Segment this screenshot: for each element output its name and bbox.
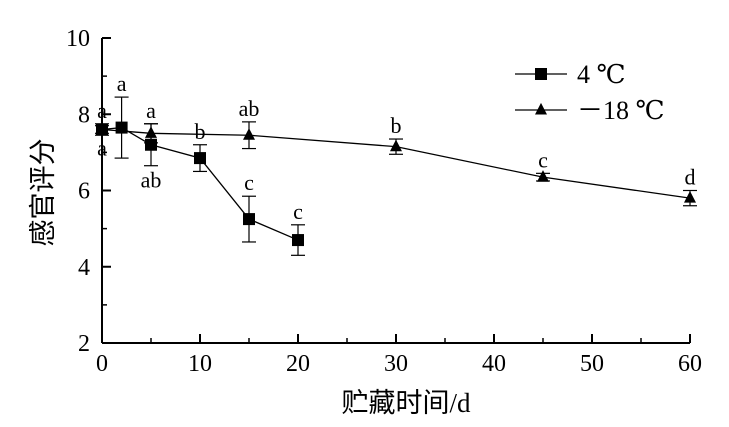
significance-label: ab [239,96,260,121]
x-tick-label: 10 [188,351,212,377]
significance-label: a [146,98,156,123]
data-point [684,191,696,203]
significance-label: d [685,165,696,190]
legend-marker [535,102,547,115]
significance-label: ab [141,168,162,193]
x-tick-label: 50 [580,351,604,377]
y-tick-label: 4 [78,255,90,281]
data-point [243,128,255,140]
data-point [292,234,304,247]
legend: 4 ℃ －18 ℃ [515,60,665,125]
legend-label: －18 ℃ [577,96,665,125]
x-tick-label: 30 [384,351,408,377]
significance-label: a [97,98,107,123]
legend-marker [535,68,547,80]
significance-label: c [293,199,303,224]
data-point [145,126,157,138]
x-tick-label: 40 [482,351,506,377]
significance-label: b [391,113,402,138]
data-point [243,213,255,226]
significance-label: b [195,119,206,144]
axes: 0 10 20 30 40 50 60 2 4 6 8 10 [66,26,702,377]
y-tick-label: 10 [66,26,90,52]
y-tick-label: 2 [78,331,90,357]
significance-label: a [117,71,127,96]
significance-label: a [97,135,107,160]
y-axis-label: 感官评分 [28,139,58,247]
significance-label: c [538,147,548,172]
data-point [537,170,549,182]
x-tick-label: 20 [286,351,310,377]
data-point [145,138,157,151]
data-point [390,139,402,152]
data-point [194,152,206,165]
data-point [96,122,108,135]
y-tick-label: 6 [78,179,90,205]
x-axis-label: 贮藏时间/d [341,388,471,418]
legend-label: 4 ℃ [577,60,626,89]
x-tick-label: 0 [96,351,108,377]
significance-label: c [244,170,254,195]
y-tick-label: 8 [78,102,90,128]
x-tick-label: 60 [678,351,702,377]
series-line [101,128,691,199]
